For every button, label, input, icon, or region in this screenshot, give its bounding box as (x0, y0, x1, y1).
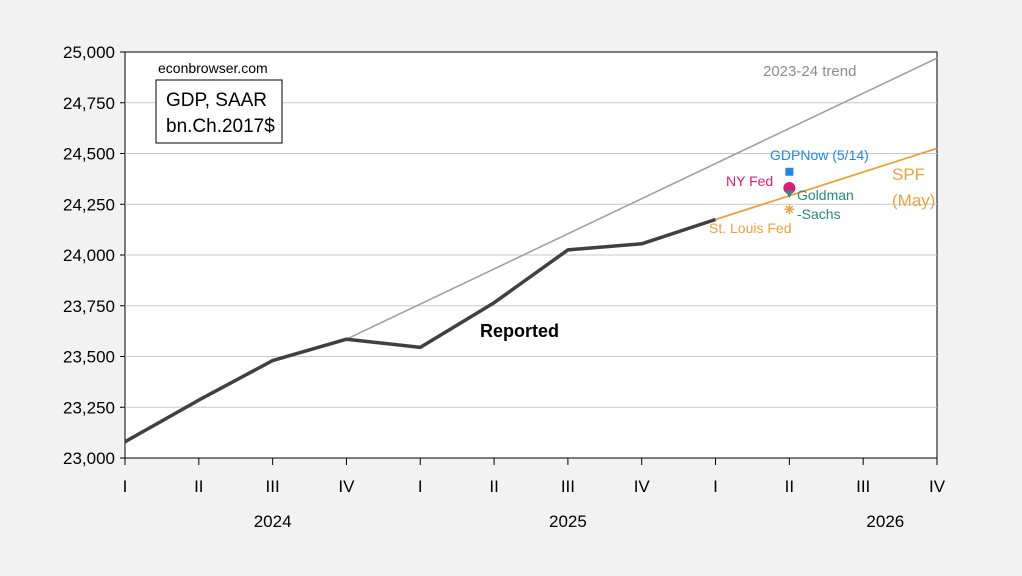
x-tick-label: I (418, 477, 423, 496)
series-label-reported: Reported (480, 321, 559, 341)
gdpnow-marker (785, 167, 794, 176)
goldman-marker (785, 190, 794, 199)
x-tick-label: I (123, 477, 128, 496)
series-lines (124, 57, 938, 444)
x-tick-label: II (785, 477, 794, 496)
legend-box (155, 79, 283, 144)
y-tick-label: 24,000 (63, 246, 115, 265)
axes: 23,000 23,250 23,500 23,750 24,000 24,250 24,5… (63, 43, 946, 531)
y-tick-label: 25,000 (63, 43, 115, 62)
series-line (124, 217, 717, 444)
y-tick-label: 23,500 (63, 348, 115, 367)
grid-lines (125, 102, 937, 408)
x-tick-label: III (561, 477, 575, 496)
source-note: econbrowser.com (158, 60, 268, 76)
x-tick-label: IV (929, 477, 946, 496)
nyfed-label: NY Fed (726, 173, 773, 189)
x-tick-label: I (713, 477, 718, 496)
x-tick-label: IV (338, 477, 355, 496)
y-tick-label: 24,750 (63, 94, 115, 113)
series-label-trend: 2023-24 trend (763, 63, 856, 80)
x-tick-label: III (856, 477, 870, 496)
stlouis-marker (784, 204, 795, 215)
series-line (346, 57, 938, 340)
x-year-label: 2026 (866, 512, 904, 531)
x-tick-label: II (194, 477, 203, 496)
y-tick-label: 23,250 (63, 398, 115, 417)
annotations: econbrowser.com GDP, SAAR bn.Ch.2017$ Re… (155, 60, 935, 341)
y-tick-label: 23,000 (63, 449, 115, 468)
x-tick-label: IV (634, 477, 651, 496)
y-tick-label: 24,500 (63, 145, 115, 164)
forecast-points (783, 167, 796, 215)
gdpnow-label: GDPNow (5/14) (770, 147, 869, 163)
legend-box-line1: GDP, SAAR (166, 90, 267, 111)
x-tick-label: III (266, 477, 280, 496)
stlouis-label: St. Louis Fed (709, 220, 792, 236)
x-year-label: 2025 (549, 512, 587, 531)
y-tick-label: 24,250 (63, 195, 115, 214)
legend-box-line2: bn.Ch.2017$ (166, 116, 275, 137)
series-label-spf: (May) (892, 191, 935, 210)
goldman-label: Goldman (797, 187, 854, 203)
goldman-label: -Sachs (797, 206, 841, 222)
x-tick-label: II (489, 477, 498, 496)
x-year-label: 2024 (254, 512, 292, 531)
series-line (715, 147, 938, 221)
series-label-spf: SPF (892, 165, 925, 184)
y-tick-label: 23,750 (63, 297, 115, 316)
